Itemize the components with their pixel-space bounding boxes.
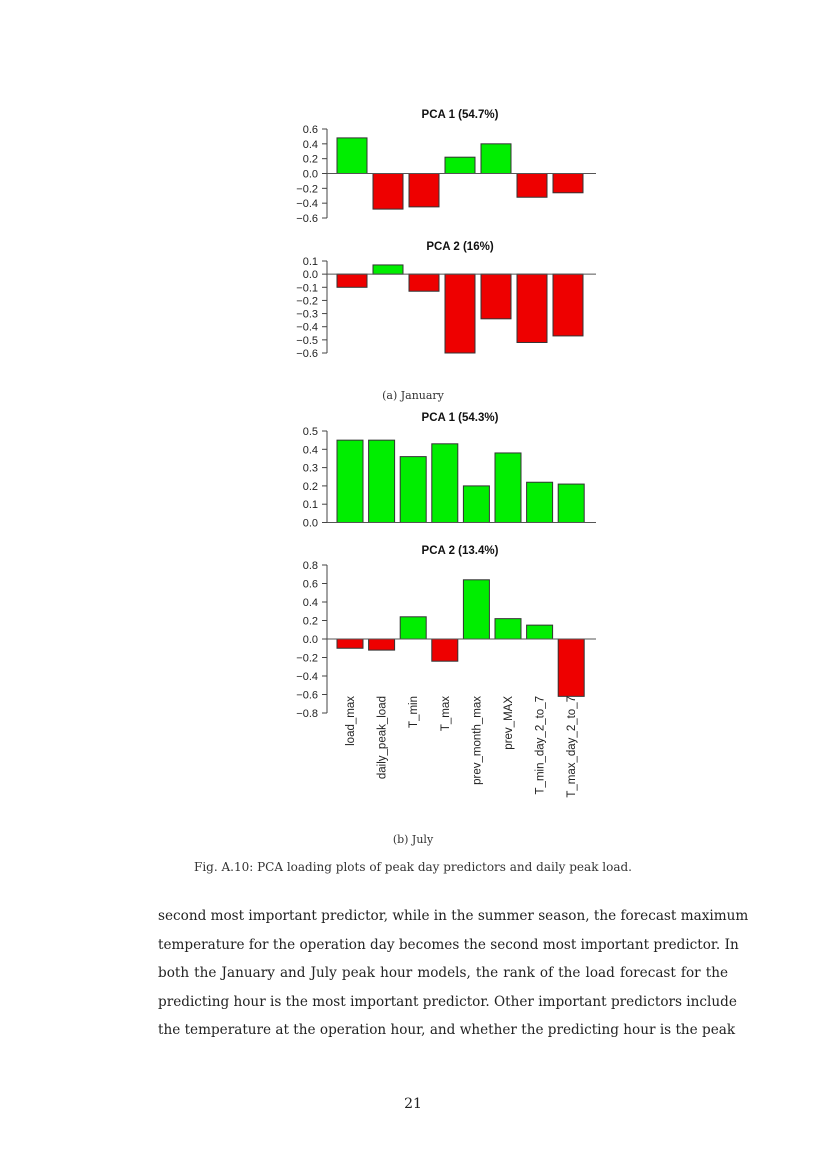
body-line: temperature for the operation day become… xyxy=(158,936,739,953)
bar xyxy=(444,273,476,354)
bar xyxy=(526,481,554,523)
chart-january-pca2: PCA 2 (16%) 0.10.0−0.1−0.2 −0.3−0.4−0.5−0.… xyxy=(296,241,596,360)
body-line: the temperature at the operation hour, a… xyxy=(158,1022,736,1039)
bar xyxy=(557,483,585,524)
bar xyxy=(368,439,396,523)
bar xyxy=(372,173,404,210)
y-tick-label: 0.1 xyxy=(303,499,318,511)
bar xyxy=(494,452,522,523)
y-tick-label: 0.1 xyxy=(303,256,318,268)
y-tick-label: 0.0 xyxy=(303,269,318,281)
bar xyxy=(431,638,459,662)
bar xyxy=(480,143,512,174)
x-category-label: T_min xyxy=(408,696,420,728)
chart-title: PCA 2 (16%) xyxy=(426,241,493,253)
chart-title: PCA 1 (54.7%) xyxy=(422,109,499,121)
bar xyxy=(399,456,427,523)
y-tick-label: 0.6 xyxy=(303,579,318,591)
y-tick-label: −0.2 xyxy=(296,183,318,195)
bar xyxy=(552,173,584,194)
bar xyxy=(480,273,512,320)
y-tick-label: −0.2 xyxy=(296,295,318,307)
y-tick-label: 0.4 xyxy=(303,597,318,609)
chart-july-pca1: PCA 1 (54.3%) 0.5 0.4 0.3 0.2 0.1 0.0 xyxy=(303,412,596,530)
chart-july-pca2: PCA 2 (13.4%) 0.8 0.6 0.4 0.2 0.0 −0.2 −0.4 −0.6… xyxy=(296,545,596,798)
bar xyxy=(336,137,368,174)
chart-january-pca1: PCA 1 (54.7%) 0.6 0.4 0.2 0.0 −0.2 −0.4 −0.6 xyxy=(296,109,596,225)
subcaption-january: (a) January xyxy=(382,389,444,402)
y-tick-label: 0.2 xyxy=(303,616,318,628)
bar xyxy=(408,273,440,292)
y-tick-label: −0.8 xyxy=(296,708,318,720)
bar xyxy=(372,264,404,275)
y-tick-label: 0.0 xyxy=(303,169,318,181)
y-tick-label: 0.4 xyxy=(303,444,318,456)
body-paragraph: second most important predictor, while i… xyxy=(158,902,749,1045)
body-line: both the January and July peak hour mode… xyxy=(158,965,728,982)
pca-loading-figure: PCA 1 (54.7%)0.60.40.20.0−0.2−0.4−0.6PCA… xyxy=(296,109,596,798)
figure-caption: Fig. A.10: PCA loading plots of peak day… xyxy=(194,860,632,874)
y-tick-label: −0.4 xyxy=(296,671,318,683)
bar xyxy=(431,443,459,523)
y-tick-label: −0.6 xyxy=(296,690,318,702)
bar xyxy=(336,638,364,649)
y-tick-label: −0.3 xyxy=(296,309,318,321)
bar xyxy=(516,273,548,343)
y-tick-label: 0.8 xyxy=(303,560,318,572)
y-tick-label: 0.4 xyxy=(303,139,318,151)
subcaption-july: (b) July xyxy=(392,833,434,846)
bar xyxy=(336,273,368,288)
body-line: second most important predictor, while i… xyxy=(158,908,749,924)
bar xyxy=(368,638,396,651)
x-category-label: daily_peak_load xyxy=(377,696,389,779)
bar xyxy=(516,173,548,198)
y-tick-label: −0.4 xyxy=(296,198,318,210)
y-tick-label: 0.2 xyxy=(303,154,318,166)
body-line: predicting hour is the most important pr… xyxy=(158,993,737,1010)
y-tick-label: 0.6 xyxy=(303,124,318,136)
y-tick-label: 0.3 xyxy=(303,463,318,475)
y-tick-label: −0.1 xyxy=(296,282,318,294)
bar xyxy=(408,173,440,208)
x-category-label: prev_MAX xyxy=(503,696,515,750)
y-tick-label: 0.0 xyxy=(303,634,318,646)
y-tick-label: 0.0 xyxy=(303,518,318,530)
y-tick-label: −0.2 xyxy=(296,653,318,665)
chart-title: PCA 1 (54.3%) xyxy=(422,412,499,424)
bar xyxy=(557,638,585,697)
bar xyxy=(494,618,522,640)
y-tick-label: −0.6 xyxy=(296,213,318,225)
chart-title: PCA 2 (13.4%) xyxy=(422,545,499,557)
y-tick-label: 0.2 xyxy=(303,481,318,493)
x-category-label: T_min_day_2_to_7 xyxy=(535,696,547,794)
bar xyxy=(552,273,584,337)
y-tick-label: −0.4 xyxy=(296,322,318,334)
y-tick-label: −0.6 xyxy=(296,348,318,360)
x-category-label: prev_month_max xyxy=(471,696,483,785)
y-tick-label: −0.5 xyxy=(296,335,318,347)
bar xyxy=(444,156,476,174)
y-tick-label: 0.5 xyxy=(303,426,318,438)
bar xyxy=(462,579,490,640)
bar xyxy=(526,624,554,640)
bar xyxy=(462,485,490,523)
x-category-label: load_max xyxy=(345,696,357,746)
bar xyxy=(399,616,427,640)
page-number: 21 xyxy=(404,1096,422,1112)
x-category-label: T_max_day_2_to_7 xyxy=(566,696,578,798)
bar xyxy=(336,439,364,523)
x-category-label: T_max xyxy=(440,696,452,731)
